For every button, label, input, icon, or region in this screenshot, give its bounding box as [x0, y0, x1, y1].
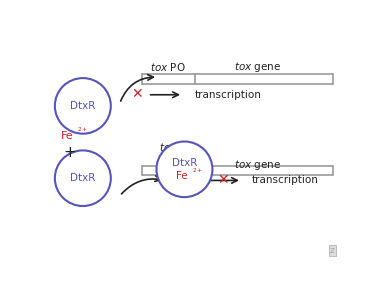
Text: Fe: Fe: [61, 131, 73, 141]
Text: DtxR: DtxR: [70, 101, 95, 111]
Text: DtxR: DtxR: [70, 173, 95, 183]
Text: z: z: [330, 246, 335, 255]
Text: $\it{tox}$ PO: $\it{tox}$ PO: [159, 141, 195, 153]
Text: ✕: ✕: [217, 173, 228, 188]
Text: transcription: transcription: [195, 90, 261, 100]
Text: $\it{tox}$ gene: $\it{tox}$ gene: [234, 60, 282, 74]
Text: transcription: transcription: [252, 175, 319, 186]
Text: ✕: ✕: [131, 87, 143, 101]
Text: Fe: Fe: [176, 171, 187, 181]
Text: +: +: [63, 145, 76, 160]
Text: $\it{tox}$ gene: $\it{tox}$ gene: [234, 158, 282, 172]
Ellipse shape: [157, 142, 212, 197]
Text: $^{2+}$: $^{2+}$: [192, 167, 203, 176]
Ellipse shape: [55, 78, 111, 134]
Text: DtxR: DtxR: [172, 158, 197, 168]
Text: $^{2+}$: $^{2+}$: [77, 127, 88, 136]
Text: $\it{tox}$ PO: $\it{tox}$ PO: [150, 61, 186, 73]
Ellipse shape: [55, 150, 111, 206]
